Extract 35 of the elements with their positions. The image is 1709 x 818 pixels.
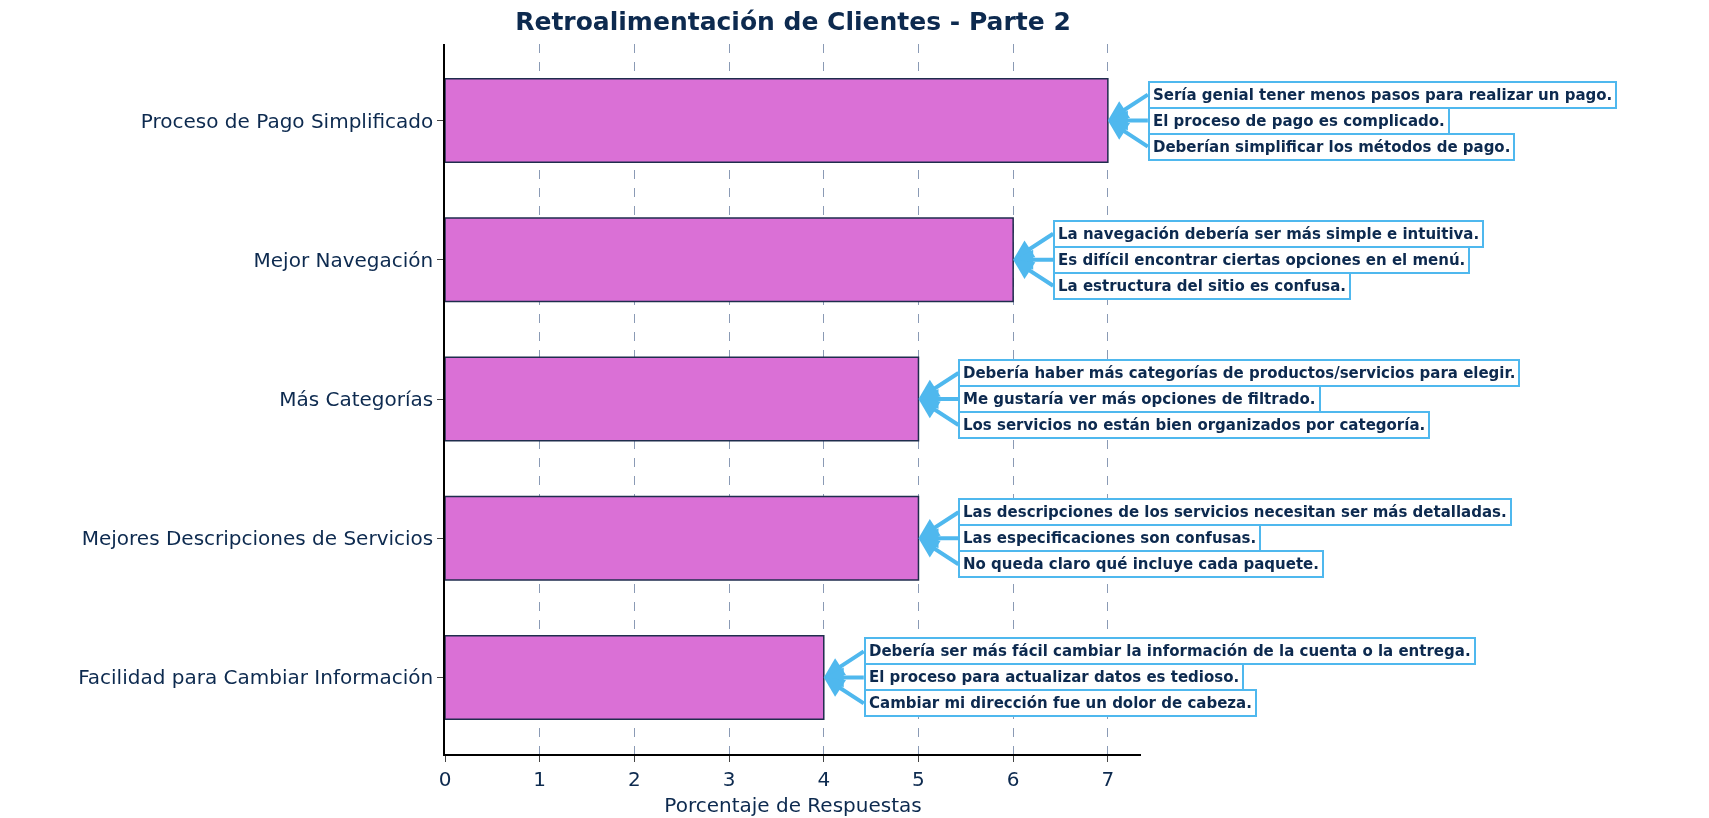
x-tick-label: 2 [628,766,641,791]
annotation: Las descripciones de los servicios necesitan ser más detalladas. [963,503,1507,521]
bar [445,78,1109,164]
chart-title: Retroalimentación de Clientes - Parte 2 [515,6,1071,36]
annotation: Los servicios no están bien organizados por categoría. [963,416,1426,434]
y-tick-label: Más Categorías [279,387,434,411]
annotation: Debería haber más categorías de productos/servicios para elegir. [963,364,1516,382]
x-tick-label: 3 [722,766,736,791]
x-axis-title: Porcentaje de Respuestas [664,792,922,817]
bar [445,217,1014,303]
annotation: Sería genial tener menos pasos para realizar un pago. [1153,86,1613,104]
x-tick-label: 7 [1101,766,1115,791]
x-tick-label: 4 [817,766,831,791]
bar [445,356,920,442]
annotation: La navegación debería ser más simple e intuitiva. [1058,225,1480,243]
y-tick-label: Proceso de Pago Simplificado [140,108,434,133]
bar [445,634,825,720]
y-tick-label: Mejor Navegación [253,247,434,272]
bar [445,495,920,581]
annotation: El proceso de pago es complicado. [1153,112,1445,130]
annotation: No queda claro qué incluye cada paquete. [963,555,1319,573]
annotation: Es difícil encontrar ciertas opciones en el menú. [1058,251,1466,269]
y-tick-label: Facilidad para Cambiar Información [78,665,434,690]
annotation: Me gustaría ver más opciones de filtrado. [963,390,1316,408]
annotation: Deberían simplificar los métodos de pago. [1153,138,1511,156]
annotation: Las especificaciones son confusas. [963,529,1257,547]
x-tick-label: 5 [912,766,925,791]
x-tick-label: 6 [1006,766,1020,791]
annotation: Cambiar mi dirección fue un dolor de cabeza. [869,694,1252,712]
x-tick-label: 1 [533,766,547,791]
annotation: La estructura del sitio es confusa. [1058,277,1347,295]
y-tick-label: Mejores Descripciones de Servicios [81,526,434,551]
annotation: Debería ser más fácil cambiar la información de la cuenta o la entrega. [869,642,1471,660]
annotation: El proceso para actualizar datos es tedioso. [869,668,1240,686]
x-tick-label: 0 [438,766,452,791]
